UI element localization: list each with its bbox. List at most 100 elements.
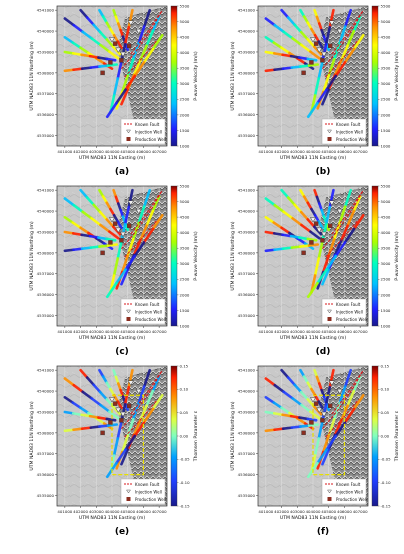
x-tick-label: 407000 — [152, 329, 167, 334]
legend-label: Injection Well — [336, 310, 363, 315]
legend-label: Production Well — [336, 497, 367, 502]
injection-well-marker — [316, 407, 323, 413]
profile-segment — [127, 368, 134, 389]
profile-segment — [313, 257, 321, 277]
y-tick-label: 4536000 — [37, 292, 55, 297]
profile-segment — [299, 30, 310, 41]
profile-segment — [307, 423, 320, 427]
colorbar-tick-label: 2000 — [180, 112, 190, 117]
production-well-marker — [112, 221, 118, 226]
profile-segment — [346, 389, 356, 408]
profile-segment — [105, 101, 118, 119]
production-well-marker — [108, 60, 113, 65]
profile-segment — [334, 421, 347, 438]
profile-segment — [90, 397, 102, 407]
profile-segment — [112, 45, 122, 56]
panel-3: Known Fault Injection Well Production Well… — [29, 183, 199, 357]
fault-line — [130, 371, 162, 415]
profile-segment — [63, 230, 75, 235]
panel-4: Known Fault Injection Well Production Well… — [230, 183, 400, 357]
profile-segment — [325, 74, 338, 91]
profile-segment — [142, 368, 152, 388]
y-tick-label: 4537000 — [238, 91, 256, 96]
profile-segment — [97, 56, 109, 61]
production-well-marker — [301, 70, 306, 76]
profile-segment — [264, 248, 276, 253]
profile-segment — [321, 268, 331, 286]
profile-segment — [89, 245, 101, 249]
profile-segment — [90, 37, 102, 47]
profile-segment — [317, 60, 324, 80]
production-well-marker — [309, 420, 314, 425]
injection-well-marker — [127, 200, 134, 206]
profile-segment — [264, 428, 276, 433]
fault-line — [331, 371, 363, 415]
x-tick-label: 407000 — [353, 329, 368, 334]
legend-label: Production Well — [135, 497, 166, 502]
colorbar-tick-label: 4500 — [381, 215, 391, 220]
profile-segment — [79, 8, 89, 19]
profile-segment — [321, 434, 331, 454]
fault-line — [322, 189, 364, 250]
profile-segment — [273, 247, 285, 252]
profile-segment — [300, 43, 312, 53]
colorbar-tick-label: 4000 — [180, 230, 190, 235]
legend-injection-swatch — [327, 309, 332, 314]
profile-segment — [281, 53, 293, 58]
profile-segment — [88, 54, 100, 59]
profile-segment — [343, 8, 353, 28]
colorbar — [170, 5, 178, 147]
production-well-marker — [309, 240, 314, 245]
x-tick-label: 404000 — [105, 149, 120, 154]
profile-segment — [99, 43, 111, 53]
y-tick-label: 4538000 — [37, 430, 55, 435]
legend-injection-swatch — [327, 489, 332, 494]
legend-label: Known Fault — [336, 122, 361, 127]
x-tick-label: 406000 — [337, 329, 352, 334]
x-tick-label: 407000 — [353, 149, 368, 154]
x-tick-label: 406000 — [337, 509, 352, 514]
x-tick-label: 401000 — [258, 509, 273, 514]
profile-segment — [63, 248, 75, 253]
production-well-marker — [301, 250, 306, 256]
profile-segment — [282, 390, 294, 400]
x-axis-label: UTM NAD83 11N Easting (m) — [280, 335, 346, 341]
production-well-marker — [320, 238, 325, 243]
profile-segment — [299, 210, 310, 221]
profile-segment — [112, 225, 122, 236]
colorbar-tick-label: 1000 — [180, 323, 190, 328]
profile-segment — [343, 368, 353, 388]
profile-segment — [280, 188, 290, 199]
profile-segment — [151, 33, 164, 51]
profile-segment — [105, 57, 117, 62]
y-tick-label: 4537000 — [238, 271, 256, 276]
profile-segment — [80, 426, 93, 430]
y-tick-label: 4540000 — [238, 208, 256, 213]
profile-segment — [116, 220, 123, 230]
colorbar-tick-label: 0.15 — [180, 363, 189, 368]
profile-segment — [293, 23, 303, 34]
profile-segment — [299, 64, 311, 68]
legend-label: Injection Well — [135, 310, 162, 315]
profile-segment — [338, 385, 347, 405]
profile-segment — [313, 45, 323, 56]
profile-segment — [81, 390, 93, 400]
production-well-marker — [100, 430, 105, 436]
profile-segment — [132, 59, 142, 77]
y-tick-label: 4535000 — [238, 493, 256, 498]
profile-segment — [264, 377, 277, 387]
legend-label: Known Fault — [135, 122, 160, 127]
profile-segment — [289, 414, 301, 419]
legend-label: Injection Well — [135, 490, 162, 495]
profile-segment — [272, 232, 284, 237]
panel-5: Known Fault Injection Well Production Well… — [29, 363, 199, 537]
profile-segment — [290, 425, 302, 429]
profile-segment — [72, 203, 84, 214]
profile-segment — [313, 77, 321, 97]
profile-segment — [300, 403, 312, 413]
injection-well-marker — [115, 47, 122, 53]
profile-segment — [151, 195, 161, 213]
profile-segment — [333, 59, 343, 77]
injection-well-marker — [328, 20, 335, 26]
profile-segment — [316, 88, 328, 105]
